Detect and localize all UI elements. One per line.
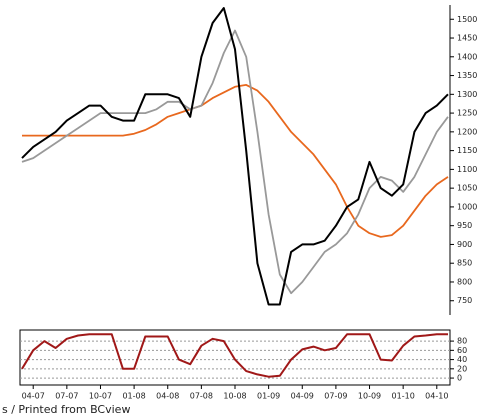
x-tick-label: 01-09 bbox=[257, 392, 280, 401]
y-tick-label: 1250 bbox=[457, 109, 477, 118]
x-tick-label: 07-07 bbox=[55, 392, 78, 401]
x-tick-label: 04-09 bbox=[291, 392, 314, 401]
y-tick-label: 1200 bbox=[457, 127, 477, 136]
y-tick-label: 20 bbox=[457, 364, 467, 373]
y-tick-label: 1450 bbox=[457, 34, 477, 43]
series-line bbox=[22, 84, 449, 238]
y-tick-label: 0 bbox=[457, 374, 462, 383]
y-tick-label: 850 bbox=[457, 259, 472, 268]
y-tick-label: 1300 bbox=[457, 90, 477, 99]
x-tick-label: 10-09 bbox=[358, 392, 381, 401]
x-tick-label: 01-10 bbox=[392, 392, 415, 401]
y-tick-label: 750 bbox=[457, 296, 472, 305]
y-tick-label: 1400 bbox=[457, 52, 477, 61]
indicator-frame bbox=[19, 329, 451, 386]
y-tick-label: 1050 bbox=[457, 184, 477, 193]
y-tick-label: 800 bbox=[457, 277, 472, 286]
y-tick-label: 60 bbox=[457, 346, 467, 355]
x-tick-label: 07-09 bbox=[324, 392, 347, 401]
x-tick-label: 04-07 bbox=[22, 392, 45, 401]
y-tick-label: 950 bbox=[457, 221, 472, 230]
x-tick-label: 04-08 bbox=[156, 392, 179, 401]
x-tick-label: 04-10 bbox=[425, 392, 448, 401]
y-tick-label: 900 bbox=[457, 240, 472, 249]
series-line bbox=[21, 333, 448, 378]
x-tick-label: 10-07 bbox=[89, 392, 112, 401]
y-tick-label: 1350 bbox=[457, 71, 477, 80]
y-tick-label: 1150 bbox=[457, 146, 477, 155]
x-tick-label: 01-08 bbox=[122, 392, 145, 401]
footer: s / Printed from BCview bbox=[2, 403, 130, 416]
x-tick-label: 10-08 bbox=[223, 392, 246, 401]
series-line bbox=[21, 7, 449, 306]
y-tick-label: 1100 bbox=[457, 165, 477, 174]
y-tick-label: 40 bbox=[457, 355, 467, 364]
series-line bbox=[21, 29, 449, 295]
y-tick-label: 1000 bbox=[457, 202, 477, 211]
y-tick-label: 80 bbox=[457, 337, 467, 346]
x-tick-label: 07-08 bbox=[190, 392, 213, 401]
y-tick-label: 1500 bbox=[457, 15, 477, 24]
